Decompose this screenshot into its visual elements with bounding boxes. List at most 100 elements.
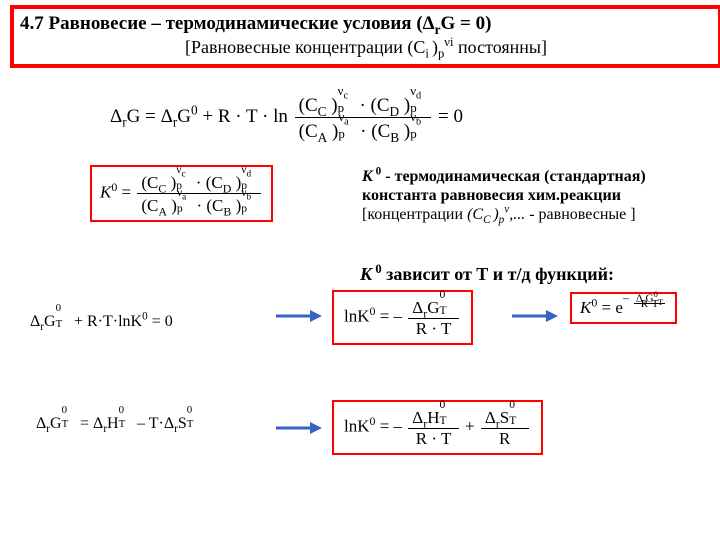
k0-fraction: (CC )νcp · (CD )νdp (CA )νap · (CB )νbp — [137, 171, 260, 216]
lnk1-den: R · T — [408, 319, 458, 339]
k0e-frac: ΔrG0T R·T — [634, 294, 665, 304]
d1s: A — [318, 130, 328, 145]
kn1c: ) — [166, 173, 176, 192]
l2eq: = — [76, 415, 93, 432]
eq-sup0: 0 — [191, 103, 198, 118]
d2c: ) — [399, 121, 410, 142]
l2a: Δ — [36, 415, 46, 432]
dot1: · — [355, 95, 371, 116]
lnk2-plus: + — [465, 416, 479, 435]
d2s: B — [390, 130, 399, 145]
section-subtitle: [Равновесные концентрации (Сi )pνi посто… — [20, 37, 712, 58]
ln1np: Δ — [412, 298, 423, 317]
lnk-box-1: lnK 0 = – ΔrG0T R · T — [332, 290, 473, 345]
lnk2-frac2: ΔrS0T R — [481, 406, 529, 449]
sub-sup: νi — [444, 35, 453, 49]
eq-eq0: = 0 — [438, 106, 463, 127]
n1es: c — [343, 91, 348, 102]
l2m: – — [133, 415, 149, 432]
lnk1-frac: ΔrG0T R · T — [408, 296, 458, 339]
kd2p: p — [241, 202, 247, 215]
eq-plus: + R · T · ln — [198, 106, 288, 127]
d2p: p — [410, 126, 416, 142]
kn2c: ) — [231, 173, 241, 192]
k0-exp-box: K0 = e – ΔrG0T R·T — [570, 292, 677, 324]
ln2s0: 0 — [509, 398, 515, 411]
equation-lhs-1: ΔrG0T + R·T·lnK0 = 0 — [30, 310, 173, 331]
kd2es: b — [246, 191, 251, 201]
lnk2-den2: R — [481, 429, 529, 449]
lnk1-eq: = — [375, 306, 393, 325]
kd2e: ,... — [509, 206, 525, 223]
kd2b: (С — [467, 206, 483, 223]
lnk2-den1: R · T — [408, 429, 458, 449]
d1p: p — [338, 126, 344, 142]
n2: (C — [371, 95, 390, 116]
l1t: T — [56, 318, 63, 330]
ln1n0: 0 — [439, 288, 445, 301]
title-pre: 4.7 Равновесие – термодинамические услов… — [20, 13, 435, 34]
dot2: · — [355, 121, 371, 142]
kn2es: d — [246, 168, 251, 178]
k0-definition-box: K0 = (CC )νcp · (CD )νdp (CA )νap · (CB … — [90, 165, 273, 222]
k0e-eq: = e — [597, 298, 623, 317]
arrow-icon — [274, 302, 322, 332]
kd-k: К — [362, 168, 373, 185]
kd1: (C — [141, 196, 158, 215]
l1eq: = 0 — [148, 313, 173, 330]
n1s: C — [318, 104, 327, 119]
kd1es: a — [182, 191, 186, 201]
arrow-icon — [510, 302, 558, 332]
sub-pre: [Равновесные концентрации (С — [185, 37, 425, 57]
dep-k: К — [360, 264, 372, 284]
eq-g2: G — [177, 106, 191, 127]
ln2nh: H — [427, 408, 439, 427]
kn1es: c — [181, 168, 185, 178]
arrow-icon — [274, 414, 322, 444]
l2b0: 0 — [119, 404, 124, 418]
sub-post: постоянны] — [454, 37, 548, 57]
k0-eq: = — [117, 182, 135, 201]
eq-fraction: (CC )νcp · (CD )νdp (CA )νap · (CB )νbp — [295, 92, 432, 143]
kd-sup: 0 — [373, 166, 381, 178]
l2c: Δ — [164, 415, 174, 432]
kd1c: ) — [167, 196, 177, 215]
l10: 0 — [56, 302, 61, 314]
ln2n0: 0 — [439, 398, 445, 411]
k0e-min: – — [623, 291, 629, 305]
l1d: Δ — [30, 313, 40, 330]
lnk1-minus: – — [394, 306, 407, 325]
ln1nt: T — [439, 304, 446, 317]
l2c0: 0 — [187, 404, 192, 418]
kn2: (C — [206, 173, 223, 192]
kd2c: C — [483, 214, 493, 226]
title-post: G = 0) — [440, 13, 491, 34]
k0ent: T — [658, 297, 663, 307]
kd2: (C — [206, 196, 223, 215]
eq-delta1: Δ — [110, 106, 122, 127]
kd2p: p — [499, 214, 505, 226]
kn1: (C — [141, 173, 158, 192]
k0-dependence: К 0 зависит от Т и т/д функций: — [360, 264, 614, 285]
lnk2-eq: = – — [375, 416, 406, 435]
k0e-K: K — [580, 298, 591, 317]
ln2sp: Δ — [485, 408, 496, 427]
n1: (C — [299, 95, 318, 116]
n2s: D — [390, 104, 400, 119]
section-title: 4.7 Равновесие – термодинамические услов… — [20, 13, 712, 35]
l2b: Δ — [93, 415, 103, 432]
ln2nt: T — [439, 414, 446, 427]
l1m: + R·T·lnK — [70, 313, 142, 330]
d1es: a — [344, 117, 349, 128]
l2T: T· — [149, 415, 164, 432]
k0-description: К 0 - термодинамическая (стандартная) ко… — [362, 168, 702, 225]
l1g: G — [44, 313, 56, 330]
lnk-box-2: lnK0 = – ΔrH0T R · T + ΔrS0T R — [332, 400, 543, 455]
d2es: b — [416, 117, 421, 128]
d1c: ) — [327, 121, 338, 142]
l2bh: H — [107, 415, 119, 432]
d2: (C — [371, 121, 390, 142]
lnk1-lnK: lnK — [344, 306, 370, 325]
main-equation: ΔrG = ΔrG0 + R · T · ln (CC )νcp · (CD )… — [110, 92, 463, 143]
ln2st: T — [509, 414, 516, 427]
